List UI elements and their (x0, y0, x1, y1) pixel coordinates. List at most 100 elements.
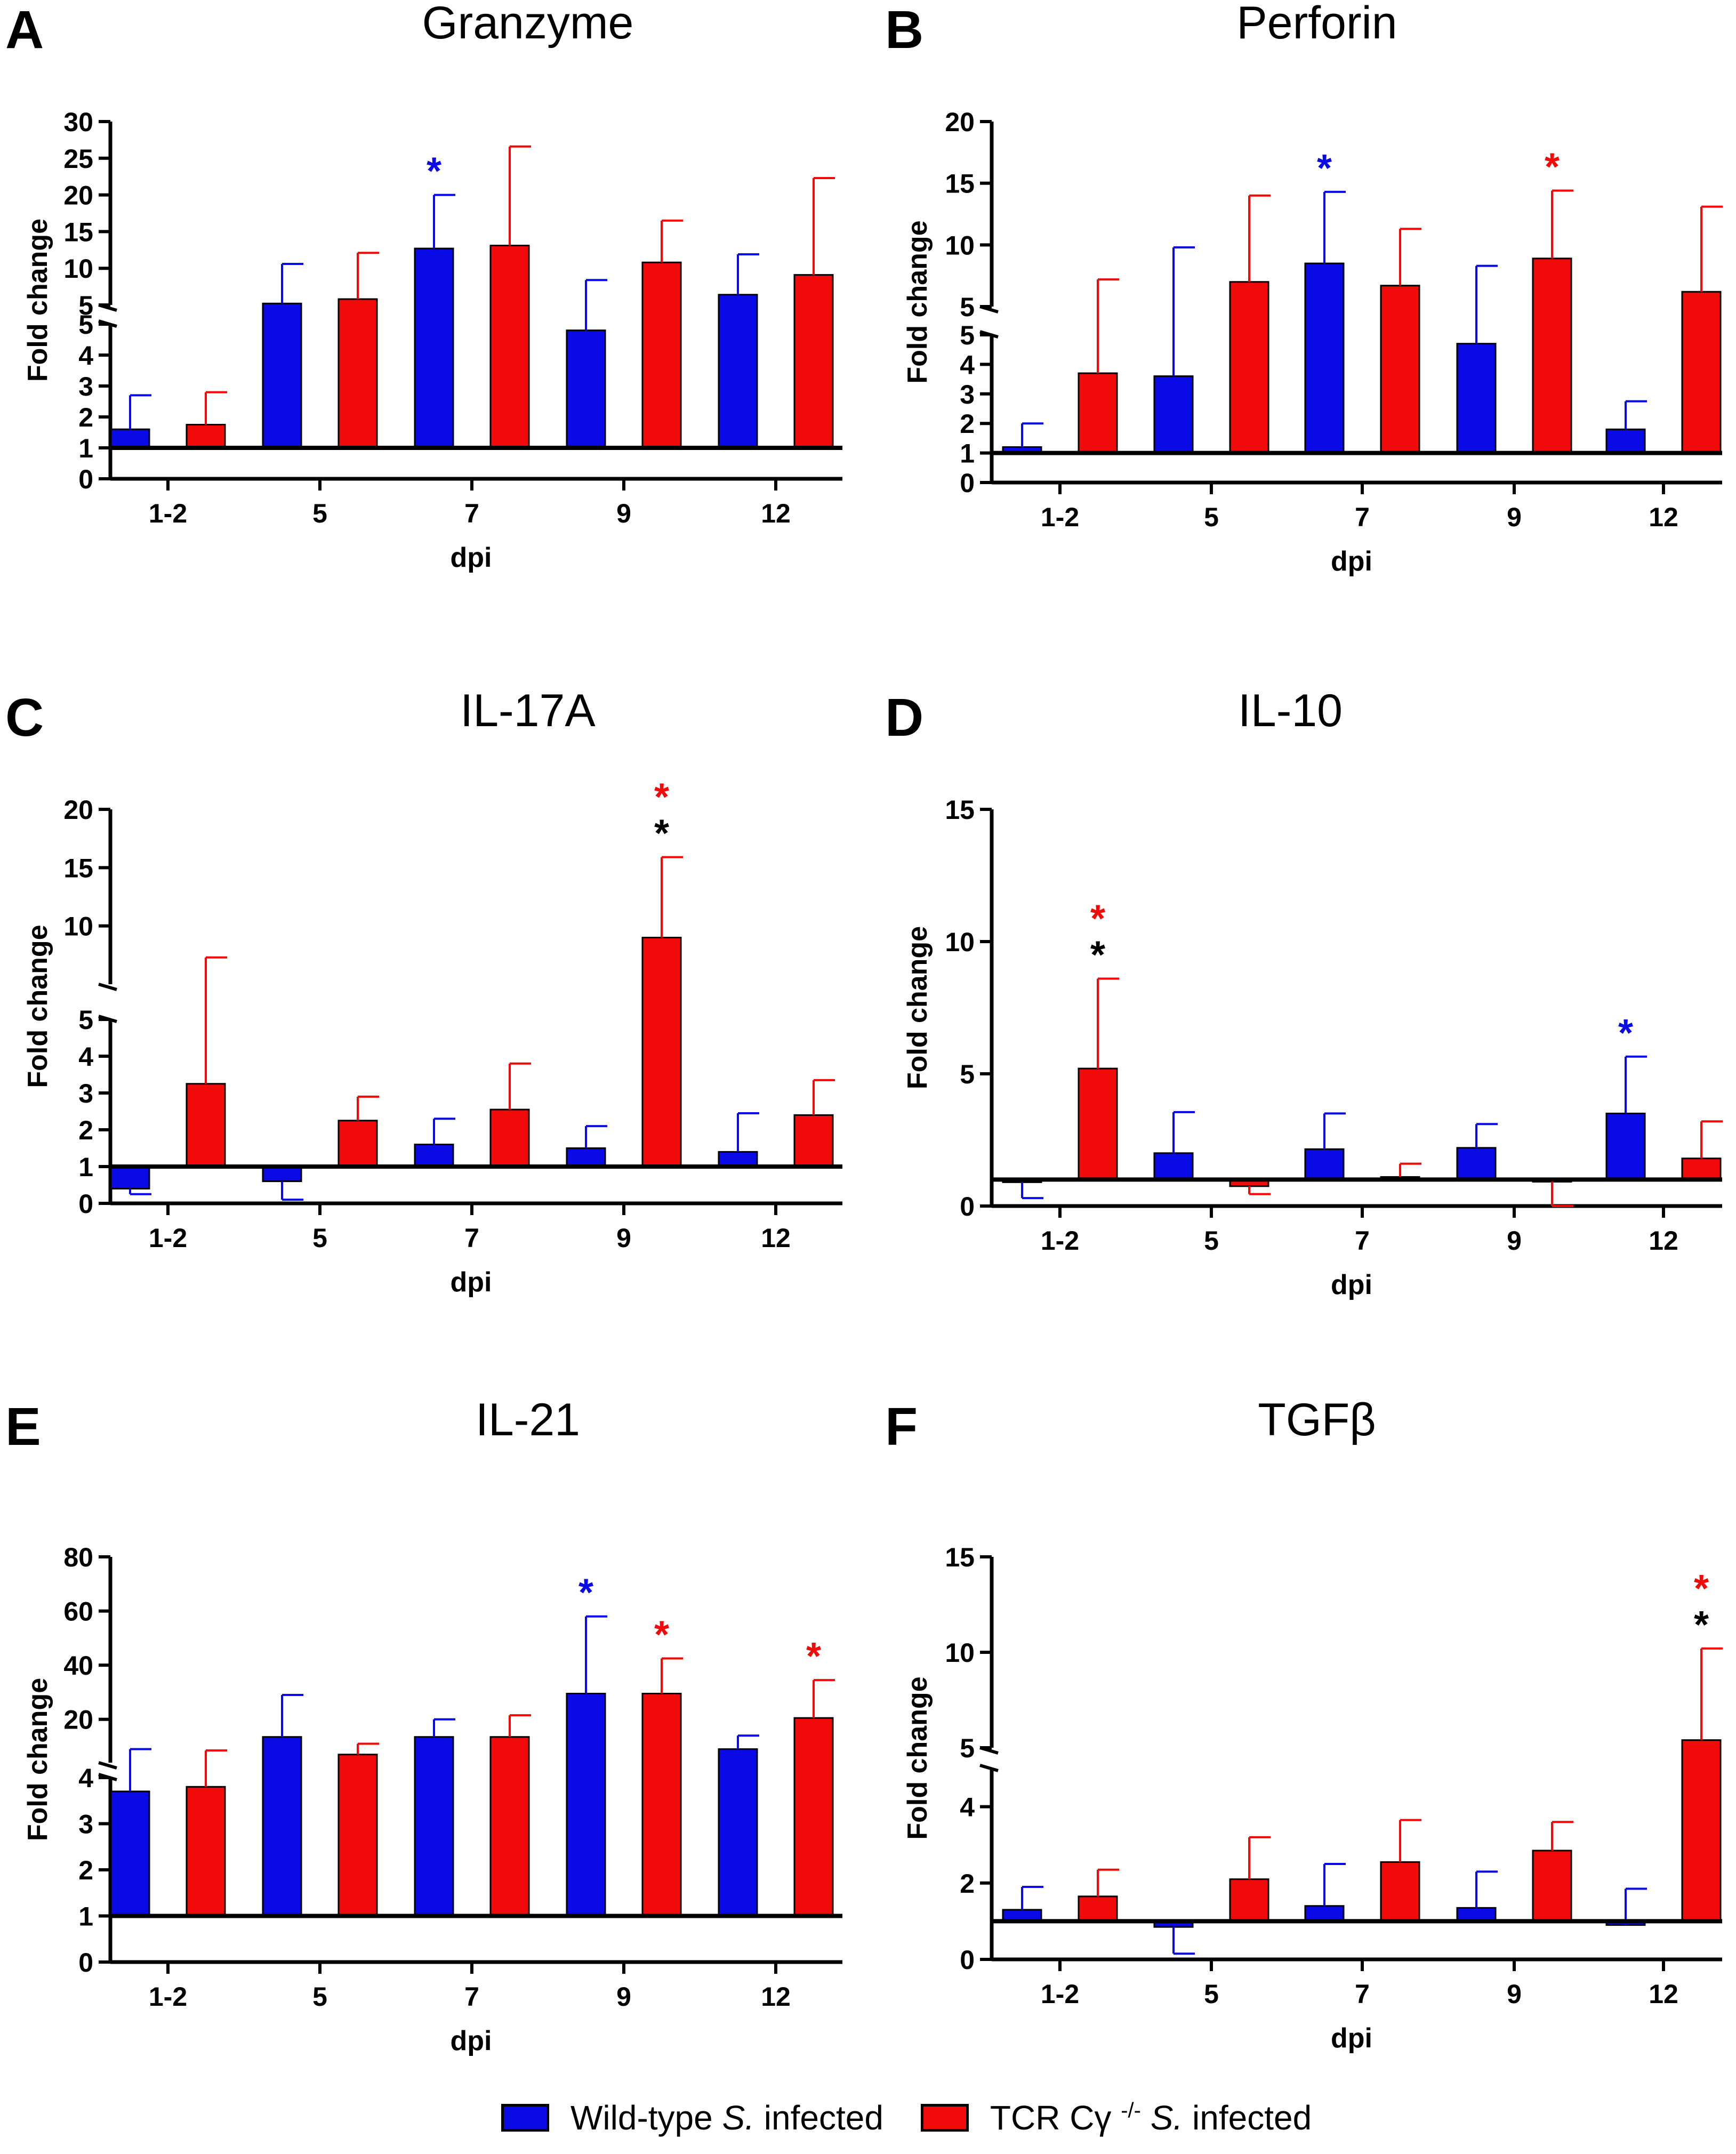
x-tick-label: 7 (464, 1223, 479, 1253)
bar-tcr-knockout (793, 1114, 834, 1168)
bar-tcr-knockout (1532, 1850, 1572, 1922)
y-axis-title: Fold change (902, 1676, 933, 1839)
bar-wild-type (1304, 1148, 1345, 1180)
y-tick-label: 0 (78, 464, 93, 494)
y-tick-label: 4 (78, 341, 93, 371)
x-tick-label: 9 (1507, 502, 1522, 532)
y-tick-label: 25 (63, 144, 93, 174)
panel-letter: B (885, 0, 923, 60)
panel-letter: E (5, 1397, 41, 1457)
significance-star: * (1694, 1604, 1709, 1646)
panel-letter: D (885, 688, 923, 748)
y-tick-label: 10 (945, 927, 975, 957)
bar-wild-type (110, 428, 150, 449)
x-tick-label: 7 (464, 1982, 479, 2012)
x-tick-label: 7 (1355, 1226, 1370, 1256)
significance-star: * (1618, 1012, 1633, 1055)
bar-wild-type (1456, 1147, 1497, 1180)
significance-star: * (1694, 1568, 1709, 1610)
bar-wild-type (1456, 1907, 1497, 1922)
x-tick-label: 1-2 (1041, 1226, 1079, 1256)
y-tick-label: 15 (63, 217, 93, 247)
y-tick-label: 3 (78, 1810, 93, 1839)
bar-tcr-knockout (489, 1736, 530, 1917)
bar-tcr-knockout (489, 245, 530, 449)
significance-star: * (806, 1635, 821, 1678)
y-axis-title: Fold change (902, 220, 933, 383)
bar-tcr-knockout (641, 1692, 682, 1917)
bar-tcr-knockout (337, 1120, 378, 1168)
bar-tcr-knockout (641, 261, 682, 449)
y-tick-label: 0 (960, 468, 975, 498)
y-tick-label: 15 (63, 853, 93, 883)
x-tick-label: 5 (1204, 1979, 1219, 2009)
significance-star: * (654, 813, 669, 855)
bar-tcr-knockout (1078, 1895, 1118, 1922)
bar-tcr-knockout (793, 1717, 834, 1917)
y-tick-label: 20 (63, 181, 93, 211)
x-tick-label: 12 (1649, 1979, 1678, 2009)
bar-tcr-knockout (337, 1754, 378, 1917)
y-tick-label: 10 (945, 1638, 975, 1668)
bar-tcr-knockout (186, 1083, 226, 1168)
y-tick-label: 3 (78, 372, 93, 401)
y-tick-label: 0 (960, 1945, 975, 1975)
x-axis-title: dpi (451, 542, 492, 573)
x-tick-label: 1-2 (149, 1223, 187, 1253)
x-tick-label: 9 (1507, 1226, 1522, 1256)
significance-star: * (427, 150, 441, 193)
x-tick-label: 5 (312, 499, 327, 528)
y-tick-label: 2 (78, 403, 93, 432)
axis-break-mark (98, 303, 117, 312)
bar-wild-type (262, 1736, 302, 1917)
bar-tcr-knockout (186, 424, 226, 449)
y-tick-label: 20 (63, 1705, 93, 1735)
x-tick-label: 5 (312, 1223, 327, 1253)
y-axis-title: Fold change (22, 219, 53, 382)
legend-swatch-tcr-knockout (920, 2104, 969, 2132)
axis-break-mark (98, 1773, 117, 1781)
bar-wild-type (1304, 1905, 1345, 1922)
y-tick-label: 3 (960, 380, 975, 409)
bar-wild-type (262, 302, 302, 449)
y-tick-label: 0 (78, 1948, 93, 1978)
bar-tcr-knockout (1229, 281, 1269, 454)
bar-wild-type (110, 1790, 150, 1917)
bar-tcr-knockout (489, 1108, 530, 1168)
bar-tcr-knockout (1380, 285, 1420, 454)
bar-tcr-knockout (337, 298, 378, 449)
y-tick-label: 2 (960, 1869, 975, 1899)
bar-wild-type (414, 1736, 454, 1917)
chart-title: IL-17A (460, 685, 596, 736)
x-tick-label: 9 (616, 1982, 631, 2012)
x-tick-label: 5 (1204, 502, 1219, 532)
bar-wild-type (1153, 1152, 1194, 1180)
y-tick-label: 0 (78, 1189, 93, 1219)
y-tick-label: 4 (960, 350, 975, 380)
x-tick-label: 1-2 (1041, 1979, 1079, 2009)
y-tick-label: 10 (945, 230, 975, 260)
bar-wild-type (1605, 428, 1646, 454)
bar-wild-type (110, 1166, 150, 1189)
y-tick-label: 5 (960, 292, 975, 322)
y-tick-label: 5 (960, 1733, 975, 1763)
bar-wild-type (718, 1748, 758, 1917)
axis-break-mark (979, 305, 999, 314)
bar-tcr-knockout (1681, 291, 1722, 454)
panel-letter: A (5, 0, 44, 60)
chart-title: Perforin (1236, 0, 1397, 49)
y-tick-label: 10 (63, 912, 93, 942)
bar-wild-type (1605, 1112, 1646, 1180)
y-axis-title: Fold change (902, 926, 933, 1089)
x-axis-title: dpi (1331, 546, 1372, 577)
chart-title: IL-10 (1238, 685, 1343, 736)
y-tick-label: 5 (78, 310, 93, 340)
bar-wild-type (566, 1692, 606, 1917)
y-tick-label: 0 (960, 1192, 975, 1221)
significance-star: * (578, 1572, 593, 1614)
bar-tcr-knockout (1681, 1739, 1722, 1922)
x-axis-title: dpi (1331, 2023, 1372, 2054)
